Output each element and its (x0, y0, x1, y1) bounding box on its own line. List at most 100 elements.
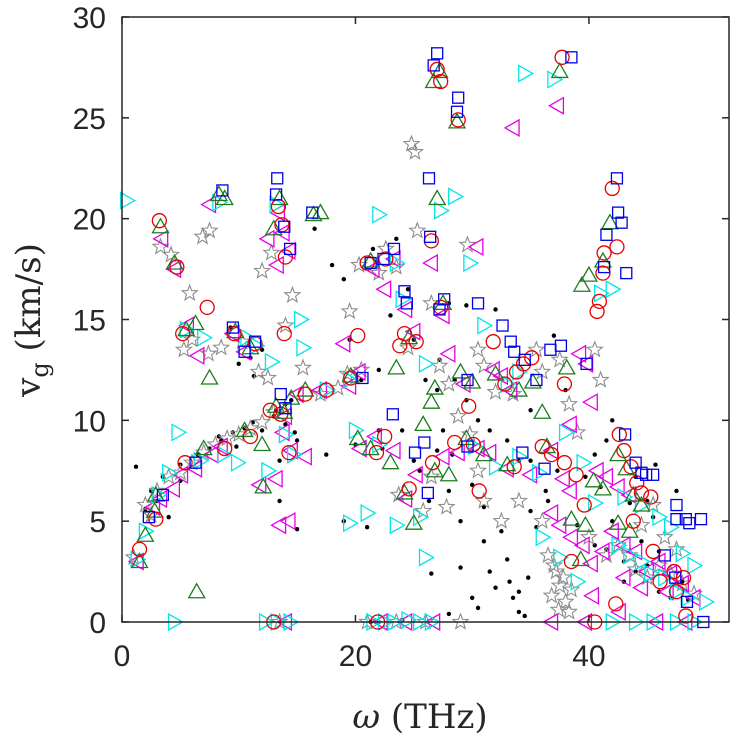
data-point-triangle-up (593, 479, 613, 496)
data-point-triangle-up (439, 465, 458, 482)
data-point-triangle-left (422, 253, 438, 273)
data-point-square (418, 436, 431, 449)
data-point-star (449, 406, 468, 425)
data-point-square (620, 266, 633, 280)
data-point-triangle-right (293, 310, 310, 329)
data-point-circle (276, 325, 292, 342)
data-point-dot (394, 236, 399, 242)
data-point-circle (169, 259, 185, 275)
data-point-triangle-right (553, 548, 570, 567)
data-point-circle (378, 251, 394, 267)
data-point-triangle-right (532, 463, 549, 482)
data-point-triangle-left (311, 380, 328, 400)
data-point-triangle-up (186, 314, 205, 331)
data-point-circle (645, 543, 661, 560)
data-point-triangle-right (535, 528, 552, 547)
data-point-star (468, 461, 488, 479)
data-point-star (468, 340, 488, 358)
data-point-triangle-left (632, 578, 649, 597)
data-point-circle (350, 327, 366, 344)
y-tick-label: 30 (73, 2, 106, 35)
data-point-circle (318, 382, 334, 398)
data-point-star (655, 527, 674, 546)
data-point-dot (259, 347, 265, 352)
data-point-square (530, 373, 543, 387)
data-point-triangle-up (523, 372, 543, 389)
data-point-triangle-up (311, 203, 330, 220)
data-point-circle (471, 483, 487, 499)
data-point-circle (151, 213, 168, 229)
data-point-dot (236, 361, 241, 367)
data-point-star (451, 612, 470, 630)
data-point-triangle-up (136, 525, 155, 542)
data-point-dot (294, 438, 300, 443)
data-point-triangle-right (576, 453, 593, 472)
data-point-dot (510, 595, 516, 600)
data-point-dot (426, 498, 432, 504)
data-point-triangle-right (418, 548, 435, 567)
data-point-star (509, 491, 529, 509)
data-point-star (632, 515, 651, 533)
data-point-triangle-up (562, 509, 581, 526)
data-point-triangle-right (518, 64, 535, 83)
data-point-dot (277, 458, 282, 463)
data-point-dot (674, 488, 679, 494)
data-point-circle (611, 426, 627, 443)
data-point-circle (596, 245, 612, 261)
data-point-dot (469, 595, 475, 600)
data-point-triangle-right (319, 380, 336, 400)
data-point-triangle-left (521, 465, 538, 484)
data-point-triangle-left (614, 568, 631, 587)
y-tick-label: 5 (89, 506, 106, 539)
data-point-square (565, 51, 578, 64)
data-point-triangle-left (279, 512, 296, 531)
data-point-dot (434, 448, 440, 453)
data-point-star (249, 362, 268, 380)
data-point-square (669, 571, 682, 584)
data-point-square (618, 428, 632, 441)
data-point-triangle-up (264, 219, 283, 236)
data-point-triangle-left (172, 465, 189, 484)
data-point-triangle-left (553, 469, 570, 488)
data-point-circle (343, 370, 359, 386)
data-point-dot (592, 452, 597, 457)
data-point-triangle-right (171, 423, 188, 442)
data-point-triangle-up (226, 322, 245, 339)
data-point-triangle-left (657, 582, 674, 601)
data-point-circle (433, 73, 449, 90)
x-tick-label: 0 (114, 640, 131, 673)
data-point-triangle-left (270, 516, 287, 535)
y-axis-label-base: v (9, 377, 49, 398)
data-point-dot (481, 539, 487, 544)
data-point-star (492, 511, 511, 529)
data-point-triangle-left (581, 554, 598, 573)
data-point-square (611, 206, 625, 219)
data-point-star (352, 360, 371, 378)
data-point-triangle-right (547, 70, 564, 89)
data-point-dot (516, 589, 522, 594)
data-point-triangle-left (363, 259, 380, 279)
data-point-circle (563, 553, 580, 570)
data-point-triangle-left (152, 229, 169, 248)
data-point-triangle-up (177, 320, 196, 337)
data-point-star (252, 261, 272, 279)
data-point-dot (458, 565, 463, 570)
data-point-triangle-left (250, 475, 267, 494)
data-point-square (431, 47, 444, 60)
data-point-triangle-left (581, 393, 598, 412)
data-point-star (533, 511, 552, 529)
y-tick-label: 0 (89, 607, 106, 640)
data-point-dot (423, 377, 428, 383)
data-point-star (437, 497, 456, 515)
y-axis-label-unit: (km/s) (9, 243, 49, 362)
data-point-dot (493, 307, 498, 312)
data-point-dot (475, 418, 481, 423)
data-point-triangle-left (384, 441, 401, 460)
data-point-star (402, 134, 421, 152)
data-point-circle (368, 444, 385, 461)
data-point-triangle-left (467, 237, 484, 257)
data-point-dot (487, 569, 492, 574)
data-point-square (424, 230, 437, 243)
data-point-triangle-up (165, 253, 184, 270)
data-point-triangle-right (179, 320, 196, 339)
